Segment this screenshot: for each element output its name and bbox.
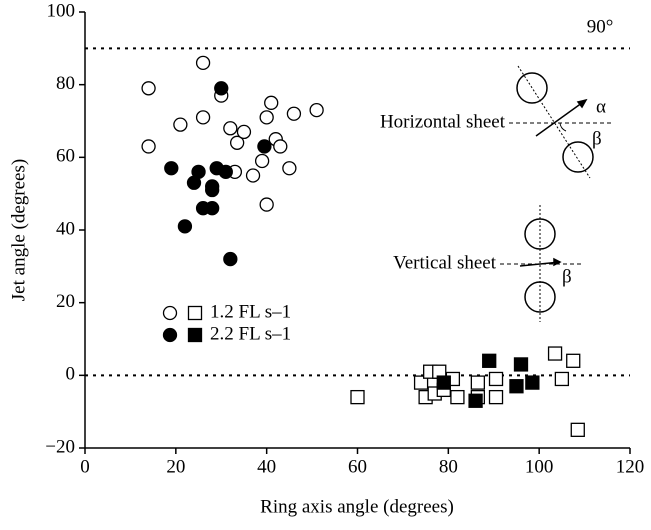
data-point [141, 81, 156, 96]
x-tick-label: 0 [80, 456, 90, 477]
x-tick-label: 60 [348, 456, 367, 477]
data-point [195, 110, 211, 125]
data-point [164, 161, 179, 176]
y-tick-label: −20 [45, 436, 75, 457]
data-point [482, 353, 497, 368]
data-point [509, 379, 524, 394]
data-point [350, 389, 365, 405]
data-point [309, 102, 324, 118]
legend-marker [162, 305, 178, 321]
annotation: β [592, 128, 602, 149]
x-axis-label: Ring axis angle (degrees) [260, 496, 454, 517]
y-tick-label: 0 [66, 364, 76, 385]
data-point [229, 135, 245, 150]
data-point [566, 353, 581, 368]
data-point [513, 357, 529, 372]
data-point [450, 389, 465, 405]
data-point [177, 219, 193, 234]
data-point [257, 139, 272, 154]
data-point [245, 168, 261, 183]
data-point [286, 106, 302, 121]
annotation: Horizontal sheet [380, 111, 506, 132]
legend-label: 1.2 FL s–1 [210, 301, 291, 322]
y-tick-label: 80 [56, 73, 75, 94]
legend-label: 2.2 FL s–1 [210, 323, 291, 344]
data-point [259, 110, 274, 125]
data-point [488, 389, 504, 405]
data-point [264, 95, 279, 110]
data-point [195, 55, 211, 71]
data-point [488, 371, 504, 387]
data-point [223, 121, 238, 136]
data-point [236, 124, 252, 140]
data-point [205, 179, 220, 194]
data-point [554, 371, 570, 387]
data-point [547, 346, 563, 361]
data-point [191, 164, 206, 180]
data-point [470, 375, 486, 390]
data-point [223, 251, 238, 267]
data-point [205, 201, 220, 216]
legend-marker [187, 305, 203, 321]
data-point [570, 422, 585, 437]
data-point [259, 197, 274, 212]
annotation: 90° [587, 16, 614, 37]
data-point [525, 375, 540, 390]
data-point [209, 161, 224, 176]
y-tick-label: 40 [56, 218, 75, 239]
x-tick-label: 20 [166, 456, 185, 477]
data-point [436, 375, 451, 390]
x-tick-label: 80 [439, 456, 458, 477]
data-point [254, 153, 270, 169]
x-tick-label: 120 [616, 456, 645, 477]
y-tick-label: 100 [47, 0, 76, 21]
data-point [413, 375, 429, 390]
data-point [214, 81, 229, 96]
data-point [282, 161, 297, 176]
inset-diagrams [500, 65, 612, 322]
annotation: β [562, 266, 572, 287]
data-point [173, 117, 188, 132]
x-tick-label: 40 [257, 456, 276, 477]
legend-marker [187, 327, 203, 343]
y-tick-label: 60 [56, 146, 75, 167]
y-axis-label: Jet angle (degrees) [8, 159, 29, 301]
legend-marker [162, 327, 178, 343]
annotation: Vertical sheet [393, 252, 497, 273]
data-point [273, 139, 288, 154]
y-tick-label: 20 [56, 291, 75, 312]
data-point [468, 393, 483, 408]
x-tick-label: 100 [525, 456, 554, 477]
annotation: α [596, 96, 606, 117]
data-point [141, 139, 156, 154]
